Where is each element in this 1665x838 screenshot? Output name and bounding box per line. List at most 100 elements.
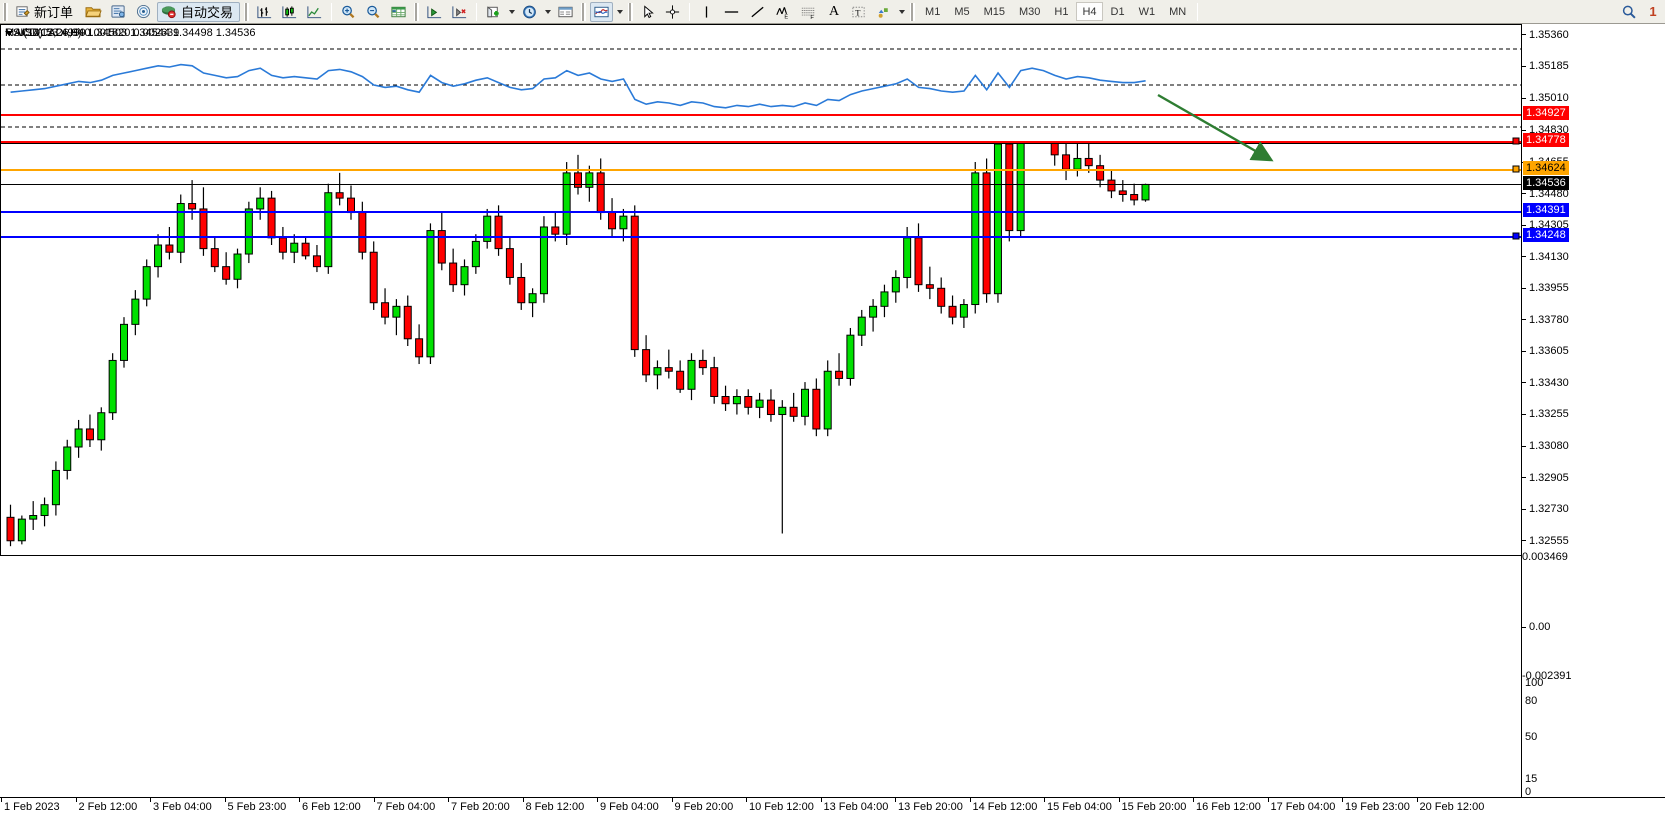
add-indicator-button[interactable] [482,2,505,22]
time-tick-label: 2 Feb 12:00 [78,801,138,813]
price-scale[interactable]: 1.353601.351851.350101.348301.346551.344… [1521,24,1665,798]
new-order-label: 新订单 [34,5,74,20]
timeframe-mn[interactable]: MN [1169,5,1187,18]
shapes-dropdown-arrow[interactable] [896,2,907,22]
data-window-button[interactable] [387,2,410,22]
period-dropdown-arrow[interactable] [542,2,553,22]
zoom-in-button[interactable] [337,2,360,22]
crosshair-button[interactable] [661,2,684,22]
price-level-badge[interactable]: 1.34778 [1523,132,1569,147]
chart-area[interactable]: USDCAD-,H4 1.34503 1.34544 1.34498 1.345… [0,24,1665,838]
zoom-out-icon [367,5,380,18]
horizontal-line-button[interactable] [719,2,744,22]
time-tick-label: 9 Feb 20:00 [674,801,734,813]
period-button[interactable] [518,2,541,22]
time-tick-label: 14 Feb 12:00 [972,801,1038,813]
objects-dropdown-arrow[interactable] [614,2,625,22]
price-level-handle[interactable] [1512,232,1520,240]
timeframe-m5[interactable]: M5 [954,5,970,18]
timeframe-m15[interactable]: M15 [983,5,1005,18]
templates-button[interactable] [554,2,577,22]
elliott-wave-button[interactable]: E [771,2,794,22]
price-level-line[interactable] [1,168,1521,171]
price-level-line[interactable] [1,236,1521,239]
text-label-button[interactable]: T [847,2,870,22]
price-tick: 1.32730 [1522,503,1569,515]
folder-button[interactable] [82,2,105,22]
signal-button[interactable] [132,2,155,22]
candle-chart-icon [282,5,297,18]
toolbar-grip-3[interactable] [414,2,420,21]
shapes-button[interactable] [872,2,895,22]
cursor-button[interactable] [637,2,659,22]
new-order-button[interactable]: 新订单 [12,2,80,22]
trendline-icon [751,6,764,17]
add-indicator-dropdown-arrow[interactable] [506,2,517,22]
bar-chart-button[interactable] [253,2,276,22]
time-scale[interactable]: 1 Feb 2023 2 Feb 12:00 3 Feb 04:00 5 Feb 23… [0,797,1665,838]
toolbar-grip-5[interactable] [628,2,634,21]
search-icon [1622,5,1636,19]
time-tick-mark [597,798,598,802]
candle-chart-button[interactable] [278,2,301,22]
timeframe-d1[interactable]: D1 [1110,5,1125,18]
price-level-line[interactable] [1,184,1521,186]
rsi-pane[interactable]: RSI(14) 53.4999 [0,24,1521,144]
news-button[interactable] [107,2,130,22]
chart-collapse-icon[interactable] [5,30,13,36]
text-button[interactable]: A [823,2,845,22]
expert-start-button[interactable] [423,2,446,22]
rsi-label: RSI(14) 53.4999 [5,27,86,39]
timeframe-w1[interactable]: W1 [1138,5,1156,18]
timeframe-m1[interactable]: M1 [925,5,941,18]
time-tick-mark [373,798,375,802]
timeframe-m30[interactable]: M30 [1019,5,1041,18]
search-button[interactable] [1618,2,1640,22]
time-tick-label: 5 Feb 23:00 [227,801,287,813]
timeframe-h4[interactable]: H4 [1076,2,1103,21]
crosshair-icon [665,4,680,19]
time-tick-label: 13 Feb 20:00 [898,801,963,813]
objects-list-button[interactable] [590,1,614,22]
help-button[interactable]: 1 [1642,2,1664,22]
price-level-line[interactable] [1,210,1521,213]
add-indicator-icon [487,5,499,17]
fibonacci-button[interactable]: F [796,2,821,22]
toolbar-separator-1 [331,2,333,21]
price-level-badge[interactable]: 1.34927 [1523,105,1569,120]
price-level-badge[interactable]: 1.34391 [1523,202,1569,217]
price-level-badge[interactable]: 1.34536 [1523,176,1569,191]
price-level-badge[interactable]: 1.34624 [1523,160,1569,175]
rsi-tick: 0 [1525,786,1532,798]
time-tick-mark [969,798,971,802]
period-clock-icon [523,5,536,18]
toolbar-grip-6[interactable] [910,2,916,21]
auto-trading-icon [161,6,176,19]
text-icon: A [828,3,840,19]
trendline-button[interactable] [746,2,769,22]
price-level-handle[interactable] [1512,165,1520,173]
rsi-tick: 50 [1525,731,1538,743]
line-chart-icon [307,5,322,18]
timeframe-h1[interactable]: H1 [1054,5,1069,18]
price-level-line[interactable] [1,113,1521,116]
price-level-line[interactable] [1,140,1521,143]
price-tick: 1.33080 [1522,440,1569,452]
toolbar-grip-2[interactable] [244,2,250,21]
time-tick-label: 1 Feb 2023 [4,801,60,813]
toolbar-grip-4[interactable] [581,2,587,21]
expert-start-icon [427,5,442,18]
cursor-icon [643,4,654,18]
vertical-line-button[interactable] [695,2,717,22]
time-tick-mark [1044,798,1045,802]
price-level-handle[interactable] [1512,137,1520,145]
expert-stop-button[interactable] [448,2,471,22]
price-level-badge[interactable]: 1.34248 [1523,228,1569,243]
help-icon: 1 [1649,4,1657,19]
zoom-in-icon [342,5,355,18]
line-chart-button[interactable] [303,2,326,22]
zoom-out-button[interactable] [362,2,385,22]
toolbar-grip[interactable] [3,2,8,21]
time-tick-label: 7 Feb 20:00 [451,801,510,813]
auto-trading-button[interactable]: 自动交易 [157,1,241,22]
